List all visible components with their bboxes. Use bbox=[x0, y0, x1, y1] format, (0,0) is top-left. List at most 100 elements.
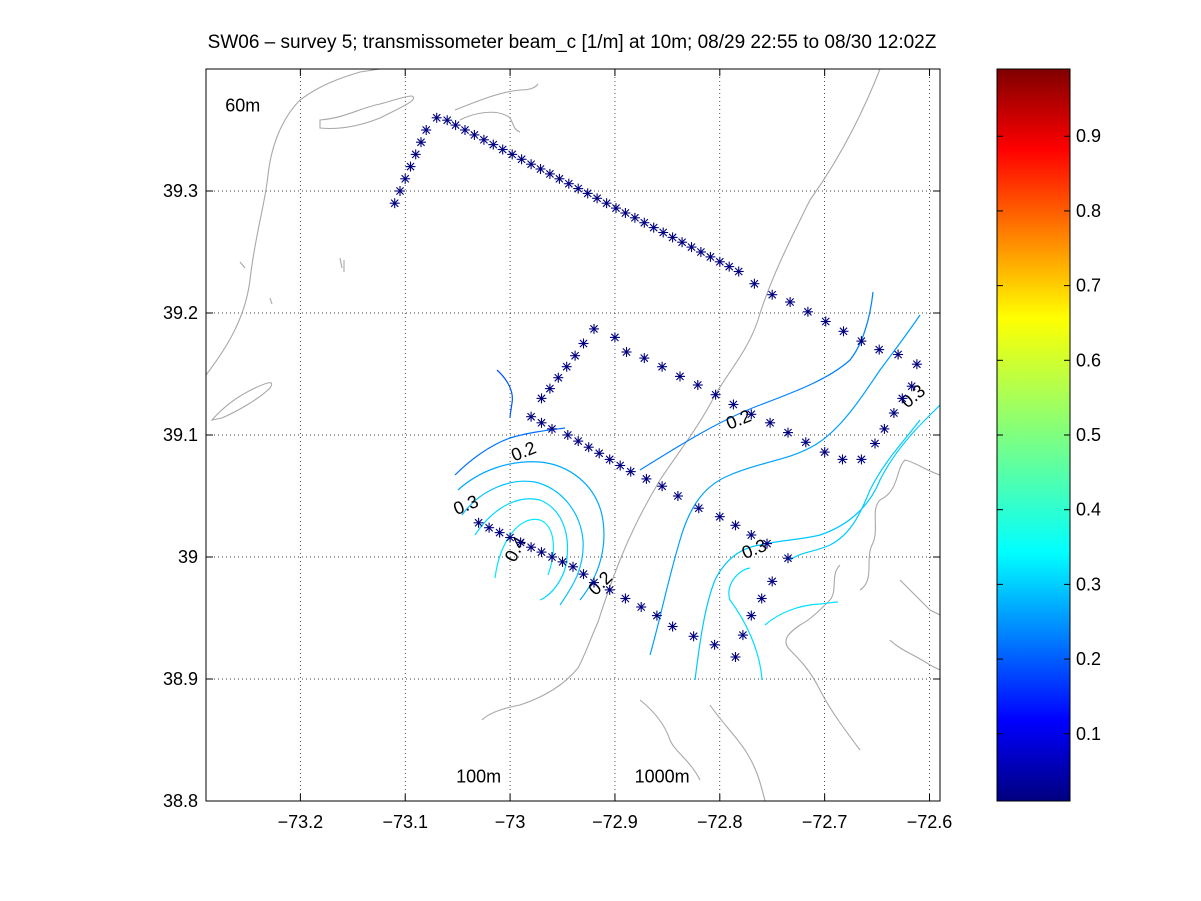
station-marker bbox=[578, 338, 589, 349]
contour-0.35-mid bbox=[728, 567, 763, 681]
beam-c-contours bbox=[454, 291, 940, 681]
contour-0.4 bbox=[494, 518, 554, 579]
contour-0.1 bbox=[496, 369, 513, 419]
colorbar-tick-label: 0.6 bbox=[1076, 350, 1101, 370]
station-marker bbox=[473, 517, 484, 528]
station-marker bbox=[639, 353, 650, 364]
station-marker bbox=[897, 393, 908, 404]
station-marker bbox=[592, 193, 603, 204]
station-marker bbox=[728, 399, 739, 410]
station-marker bbox=[657, 481, 668, 492]
station-marker bbox=[693, 503, 704, 514]
station-marker bbox=[601, 198, 612, 209]
colorbar-tick-label: 0.3 bbox=[1076, 574, 1101, 594]
station-marker bbox=[536, 547, 547, 558]
station-marker bbox=[410, 149, 421, 160]
bathymetry-label: 100m bbox=[456, 767, 501, 787]
station-marker bbox=[648, 222, 659, 233]
y-axis-ticks: 38.8 38.9 39 39.1 39.2 39.3 bbox=[163, 181, 940, 811]
x-tick-label: −73 bbox=[495, 812, 526, 832]
station-marker bbox=[667, 621, 678, 632]
station-marker bbox=[497, 144, 508, 155]
station-marker bbox=[570, 350, 581, 361]
station-marker bbox=[554, 173, 565, 184]
plot-area bbox=[206, 69, 940, 801]
y-tick-label: 39 bbox=[178, 547, 198, 567]
coastline-left bbox=[206, 69, 381, 376]
station-marker bbox=[820, 316, 831, 327]
contour-0.3-right bbox=[789, 419, 921, 561]
station-marker bbox=[641, 473, 652, 484]
station-marker bbox=[421, 125, 432, 135]
station-marker bbox=[737, 630, 748, 641]
x-tick-label: −72.9 bbox=[592, 812, 638, 832]
station-marker bbox=[783, 427, 793, 438]
station-marker bbox=[563, 178, 574, 189]
station-marker bbox=[562, 430, 573, 440]
station-marker bbox=[837, 454, 848, 465]
station-marker bbox=[526, 542, 537, 553]
station-marker bbox=[620, 593, 631, 604]
station-marker bbox=[573, 183, 584, 194]
station-marker bbox=[888, 408, 899, 418]
station-marker bbox=[604, 584, 615, 595]
colorbar-gradient bbox=[997, 69, 1070, 801]
contour-0.2-left bbox=[454, 427, 566, 476]
station-marker bbox=[710, 389, 721, 400]
contour-0.25-mid bbox=[649, 314, 921, 656]
coastline-bottom bbox=[709, 704, 766, 801]
station-marker bbox=[639, 217, 650, 228]
station-marker bbox=[469, 129, 480, 140]
station-marker bbox=[911, 359, 922, 370]
shelf-marks bbox=[239, 257, 345, 305]
contour-0.25-outer bbox=[457, 461, 605, 601]
station-marker bbox=[557, 556, 568, 567]
station-marker bbox=[431, 112, 442, 123]
x-tick-label: −72.7 bbox=[802, 812, 848, 832]
contour-0.2-mid bbox=[639, 291, 874, 471]
station-marker bbox=[494, 527, 505, 538]
station-marker bbox=[389, 198, 400, 209]
station-marker bbox=[765, 417, 776, 428]
station-marker bbox=[583, 442, 594, 453]
station-marker bbox=[695, 247, 706, 257]
station-marker bbox=[686, 242, 697, 253]
station-marker bbox=[573, 436, 584, 447]
station-marker bbox=[893, 349, 904, 360]
station-marker bbox=[405, 161, 416, 172]
station-marker bbox=[604, 454, 615, 465]
station-marker bbox=[688, 631, 699, 642]
station-marker bbox=[705, 251, 716, 262]
station-marker bbox=[589, 323, 599, 334]
station-marker bbox=[582, 188, 593, 199]
x-tick-label: −73.2 bbox=[278, 812, 324, 832]
station-marker bbox=[515, 537, 526, 548]
station-marker bbox=[535, 164, 546, 174]
bathymetry-label: 60m bbox=[225, 96, 260, 116]
station-marker bbox=[906, 381, 917, 392]
station-marker bbox=[856, 336, 867, 347]
station-marker bbox=[536, 417, 547, 428]
station-marker bbox=[400, 173, 411, 184]
contour-0.3-a bbox=[461, 480, 584, 606]
station-marker bbox=[484, 522, 495, 533]
station-marker bbox=[675, 371, 685, 382]
y-tick-label: 39.2 bbox=[163, 303, 198, 323]
station-marker bbox=[544, 383, 555, 394]
station-marker bbox=[856, 454, 867, 465]
colorbar-tick-label: 0.2 bbox=[1076, 649, 1101, 669]
station-marker bbox=[874, 344, 885, 355]
x-axis-ticks: −73.2 −73.1 −73 −72.9 −72.8 −72.7 −72.6 bbox=[278, 69, 952, 832]
coastline-right-3 bbox=[889, 579, 940, 671]
station-marker bbox=[730, 520, 741, 531]
station-marker bbox=[819, 447, 830, 458]
station-marker bbox=[395, 186, 405, 196]
station-marker bbox=[724, 261, 735, 272]
bathymetry-label: 1000m bbox=[635, 767, 690, 787]
station-marker bbox=[488, 139, 499, 150]
station-marker bbox=[838, 326, 849, 337]
bathymetry-contours bbox=[206, 69, 940, 801]
colorbar-tick-label: 0.1 bbox=[1076, 724, 1101, 744]
contour-0.35-a bbox=[474, 498, 569, 601]
